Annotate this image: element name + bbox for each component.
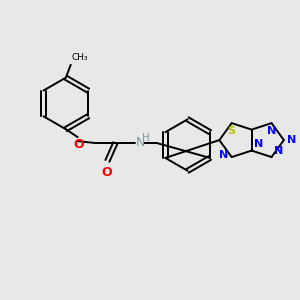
Text: N: N bbox=[254, 139, 263, 148]
Text: N: N bbox=[274, 146, 283, 156]
Text: O: O bbox=[74, 138, 84, 151]
Text: S: S bbox=[228, 126, 236, 136]
Text: N: N bbox=[267, 126, 276, 136]
Text: CH₃: CH₃ bbox=[72, 53, 88, 62]
Text: O: O bbox=[101, 166, 112, 179]
Text: N: N bbox=[136, 136, 146, 148]
Text: N: N bbox=[220, 150, 229, 160]
Text: N: N bbox=[287, 135, 296, 145]
Text: H: H bbox=[142, 133, 150, 143]
